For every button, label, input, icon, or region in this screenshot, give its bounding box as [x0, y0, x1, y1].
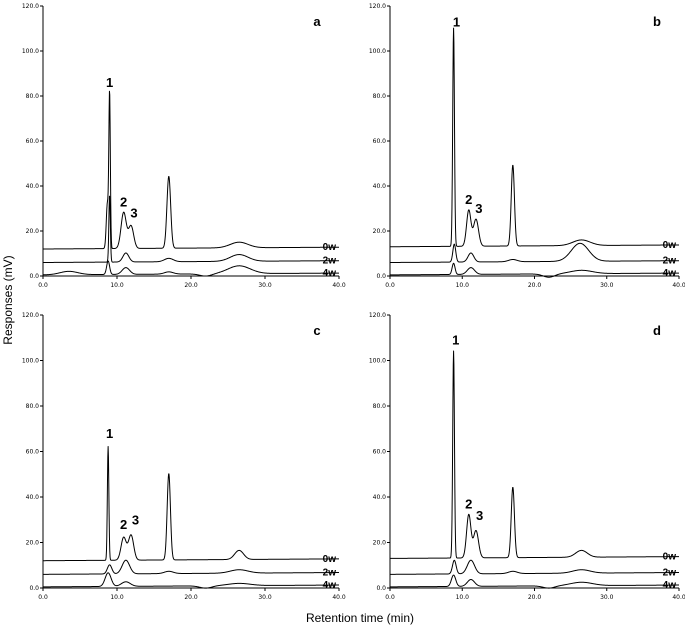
peak-label-3: 3 [476, 508, 483, 523]
y-tick-label: 20.0 [373, 540, 387, 547]
trace-label-4w: 4w [663, 580, 677, 591]
x-tick-label: 10.0 [456, 282, 470, 289]
y-tick-label: 120.0 [369, 312, 386, 319]
trace-label-2w: 2w [663, 256, 677, 267]
peak-label-2: 2 [120, 194, 127, 209]
trace-2w [42, 195, 340, 263]
trace-2w [389, 559, 680, 575]
x-tick-label: 0.0 [38, 282, 48, 289]
peak-label-2: 2 [120, 517, 127, 532]
y-tick-label: 120.0 [22, 3, 39, 10]
trace-4w [42, 572, 340, 589]
peak-label-1: 1 [453, 14, 460, 29]
x-tick-label: 20.0 [528, 594, 542, 601]
y-tick-label: 100.0 [369, 48, 386, 55]
trace-2w [42, 559, 340, 575]
trace-label-0w: 0w [323, 554, 337, 565]
panel-a: 0.0 20.0 40.0 60.0 80.0 100.0 120.0 0.0 10.0 20.0… [22, 3, 346, 289]
trace-label-0w: 0w [663, 240, 677, 251]
y-tick-label: 40.0 [373, 183, 387, 190]
peak-label-2: 2 [465, 192, 472, 207]
x-tick-label: 10.0 [110, 594, 124, 601]
peak-label-3: 3 [475, 201, 482, 216]
x-axis-title: Retention time (min) [306, 611, 414, 625]
y-tick-label: 0.0 [376, 585, 386, 592]
peak-label-1: 1 [452, 333, 459, 348]
y-tick-label: 100.0 [22, 358, 39, 365]
y-tick-label: 80.0 [26, 93, 40, 100]
x-tick-label: 10.0 [456, 594, 470, 601]
x-tick-label: 20.0 [528, 282, 542, 289]
panel-letter: d [653, 323, 661, 338]
trace-label-4w: 4w [663, 268, 677, 279]
peak-label-2: 2 [465, 496, 472, 511]
trace-label-2w: 2w [323, 256, 337, 267]
y-tick-label: 0.0 [376, 273, 386, 280]
peak-label-1: 1 [106, 75, 113, 90]
x-tick-label: 0.0 [385, 594, 395, 601]
x-tick-label: 40.0 [332, 594, 346, 601]
panel-b: 0.0 20.0 40.0 60.0 80.0 100.0 120.0 0.0 10.0 20.0… [369, 3, 685, 289]
y-tick-label: 60.0 [373, 449, 387, 456]
panel-letter: b [653, 14, 661, 29]
x-tick-label: 40.0 [672, 282, 685, 289]
x-tick-label: 40.0 [672, 594, 685, 601]
peak-label-3: 3 [132, 512, 139, 527]
y-tick-label: 0.0 [29, 273, 39, 280]
y-tick-label: 40.0 [26, 494, 40, 501]
peak-label-1: 1 [106, 426, 113, 441]
y-tick-label: 100.0 [22, 48, 39, 55]
trace-4w [389, 262, 680, 278]
trace-label-4w: 4w [323, 580, 337, 591]
x-tick-label: 10.0 [110, 282, 124, 289]
trace-0w [42, 446, 340, 562]
trace-label-2w: 2w [323, 568, 337, 579]
x-tick-label: 0.0 [385, 282, 395, 289]
y-tick-label: 80.0 [373, 93, 387, 100]
panel-letter: c [313, 323, 320, 338]
y-tick-label: 40.0 [373, 494, 387, 501]
y-tick-label: 60.0 [373, 138, 387, 145]
y-tick-label: 120.0 [22, 312, 39, 319]
x-tick-label: 20.0 [184, 282, 198, 289]
x-tick-label: 0.0 [38, 594, 48, 601]
x-tick-label: 30.0 [258, 282, 272, 289]
x-tick-label: 30.0 [258, 594, 272, 601]
peak-label-3: 3 [130, 206, 137, 221]
y-tick-label: 20.0 [26, 540, 40, 547]
y-tick-label: 20.0 [373, 228, 387, 235]
trace-2w [389, 242, 680, 263]
x-tick-label: 40.0 [332, 282, 346, 289]
x-tick-label: 20.0 [184, 594, 198, 601]
y-tick-label: 20.0 [26, 228, 40, 235]
y-tick-label: 80.0 [373, 403, 387, 410]
y-tick-label: 100.0 [369, 358, 386, 365]
x-tick-label: 30.0 [600, 594, 614, 601]
y-tick-label: 60.0 [26, 449, 40, 456]
trace-0w [389, 27, 680, 248]
panel-letter: a [313, 14, 321, 29]
y-axis-title: Responses (mV) [1, 255, 15, 344]
y-tick-label: 40.0 [26, 183, 40, 190]
x-tick-label: 30.0 [600, 282, 614, 289]
trace-label-2w: 2w [663, 568, 677, 579]
trace-4w [42, 260, 340, 277]
trace-label-0w: 0w [663, 552, 677, 563]
panel-d: 0.0 20.0 40.0 60.0 80.0 100.0 120.0 0.0 10.0 20.0… [369, 312, 685, 601]
y-tick-label: 60.0 [26, 138, 40, 145]
trace-label-4w: 4w [323, 268, 337, 279]
y-tick-label: 0.0 [29, 585, 39, 592]
y-tick-label: 80.0 [26, 403, 40, 410]
trace-4w [389, 574, 680, 589]
trace-label-0w: 0w [323, 242, 337, 253]
panel-c: 0.0 20.0 40.0 60.0 80.0 100.0 120.0 0.0 10.0 20.0… [22, 312, 346, 601]
trace-0w [389, 350, 680, 559]
trace-0w [42, 90, 340, 250]
y-tick-label: 120.0 [369, 3, 386, 10]
